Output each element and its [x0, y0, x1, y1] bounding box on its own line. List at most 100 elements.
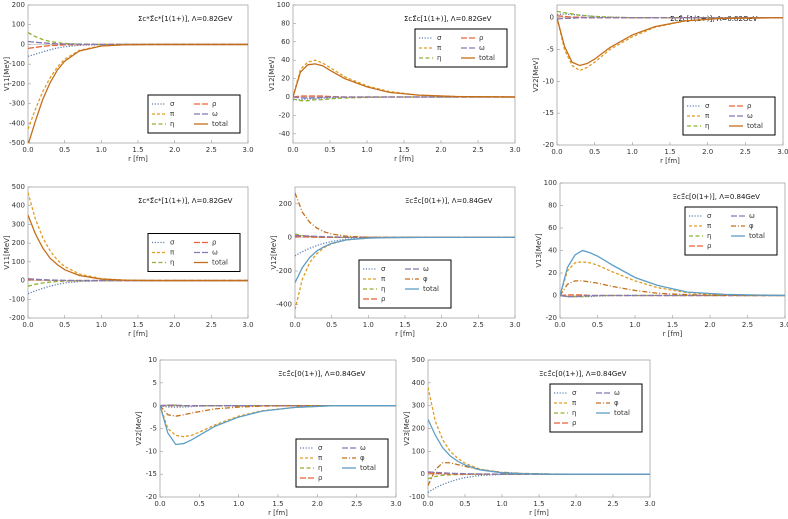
y-tick-label: 100	[12, 258, 25, 266]
x-tick-label: 2.0	[436, 321, 447, 329]
y-tick-label: 80	[281, 19, 290, 27]
x-tick-label: 3.0	[242, 321, 253, 329]
y-tick-label: 40	[548, 247, 557, 255]
legend-label: π	[170, 249, 175, 257]
legend-label: π	[381, 275, 386, 283]
x-tick-label: 3.0	[777, 148, 788, 156]
series-line	[28, 32, 248, 46]
series-line	[557, 17, 783, 72]
chart-title: ΞcΞ̄c[0(1+)], Λ=0.84GeV	[673, 193, 761, 201]
y-tick-label: 0	[288, 233, 292, 241]
y-tick-label: -15	[543, 109, 554, 117]
x-tick-label: 0.0	[554, 321, 565, 329]
x-tick-label: 1.5	[132, 146, 143, 154]
chart-panel: 0.0 0.5 1.0 1.5 2.0 2.5 3.0 -100 0 100 200 300 400 50…	[403, 356, 656, 517]
x-tick-label: 2.5	[472, 146, 483, 154]
series-group	[428, 387, 650, 493]
y-tick-label: 0	[421, 470, 425, 478]
chart-title: Σc*Σ̄c*[1(1+)], Λ=0.82GeV	[138, 197, 233, 205]
series-line	[28, 279, 248, 295]
legend-label: σ	[170, 100, 175, 108]
series-line	[28, 214, 248, 282]
legend-label: η	[437, 54, 441, 62]
y-tick-label: 200	[12, 239, 25, 247]
y-tick-label: -500	[9, 139, 25, 147]
legend-label: η	[381, 285, 385, 293]
x-tick-label: 1.5	[664, 148, 675, 156]
legend-label: η	[572, 409, 576, 417]
y-tick-label: 500	[412, 356, 425, 364]
x-tick-label: 3.0	[390, 500, 401, 508]
x-tick-label: 2.0	[435, 146, 446, 154]
legend-label: σ	[705, 102, 710, 110]
y-tick-label: 100	[412, 447, 425, 455]
legend-label: φ	[423, 275, 428, 283]
y-tick-label: -100	[409, 493, 425, 501]
series-line	[557, 17, 783, 20]
x-tick-label: 0.5	[592, 321, 603, 329]
series-group	[28, 192, 248, 295]
legend-label: ρ	[212, 100, 217, 108]
y-tick-label: 0	[550, 14, 554, 22]
series-line	[160, 405, 396, 438]
y-tick-label: 100	[12, 21, 25, 29]
chart-panel: 0.0 0.5 1.0 1.5 2.0 2.5 3.0 -40 -20 0 20 40 60 80 100 r…	[268, 1, 521, 163]
x-tick-label: 1.5	[399, 321, 410, 329]
legend-label: η	[170, 259, 174, 267]
legend-label: η	[318, 464, 322, 472]
legend-label: ρ	[318, 474, 323, 482]
chart-panel: 0.0 0.5 1.0 1.5 2.0 2.5 3.0 -20 -15 -10 -5 0 5 10 r [f…	[135, 356, 402, 517]
x-tick-label: 0.0	[289, 321, 300, 329]
y-tick-label: 200	[12, 1, 25, 9]
legend-label: σ	[381, 265, 386, 273]
chart-title: ΞcΞ̄c[0(1+)], Λ=0.84GeV	[278, 370, 366, 378]
y-tick-label: 400	[12, 202, 25, 210]
y-tick-label: -400	[276, 301, 292, 309]
series-line	[560, 261, 785, 297]
legend-label: ρ	[479, 34, 484, 42]
y-tick-label: -20	[543, 141, 554, 149]
x-tick-label: 0.5	[459, 500, 470, 508]
y-tick-label: -20	[279, 111, 290, 119]
legend-label: ω	[212, 249, 218, 257]
x-tick-label: 0.5	[59, 146, 70, 154]
series-line	[295, 236, 515, 284]
legend: σπη ρω total	[147, 233, 241, 272]
y-tick-label: 0	[286, 93, 290, 101]
legend-label: total	[479, 54, 495, 62]
series-line	[560, 294, 785, 298]
x-tick-label: 1.0	[233, 500, 244, 508]
legend-box	[358, 259, 452, 309]
x-tick-label: 0.0	[422, 500, 433, 508]
legend-label: π	[437, 44, 442, 52]
legend-label: total	[212, 259, 228, 267]
legend-label: total	[423, 285, 439, 293]
y-tick-label: 200	[412, 425, 425, 433]
series-line	[293, 96, 515, 99]
x-axis-label: r [fm]	[128, 155, 148, 163]
chart-title: Σc*Σ̄c*[1(1+)], Λ=0.82GeV	[138, 15, 233, 23]
legend-label: ρ	[572, 419, 577, 427]
legend-label: ρ	[747, 102, 752, 110]
legend-label: total	[614, 409, 630, 417]
x-tick-label: 2.5	[473, 321, 484, 329]
x-tick-label: 1.0	[627, 148, 638, 156]
series-line	[560, 280, 785, 297]
x-tick-label: 0.5	[59, 321, 70, 329]
legend-label: ρ	[381, 295, 386, 303]
series-group	[160, 404, 396, 446]
legend-label: η	[705, 122, 709, 130]
legend-label: ω	[423, 265, 429, 273]
y-tick-label: 10	[148, 356, 157, 364]
series-line	[560, 249, 785, 297]
series-line	[428, 419, 650, 475]
y-tick-label: 400	[412, 379, 425, 387]
series-line	[428, 473, 650, 493]
legend-label: σ	[572, 389, 577, 397]
legend-label: total	[749, 232, 765, 240]
series-group	[293, 59, 515, 102]
chart-panel: 0.0 0.5 1.0 1.5 2.0 2.5 3.0 -200 -100 0 100 200 300 4…	[3, 183, 254, 338]
x-tick-label: 0.0	[287, 146, 298, 154]
x-tick-label: 1.0	[361, 146, 372, 154]
series-line	[557, 10, 783, 19]
